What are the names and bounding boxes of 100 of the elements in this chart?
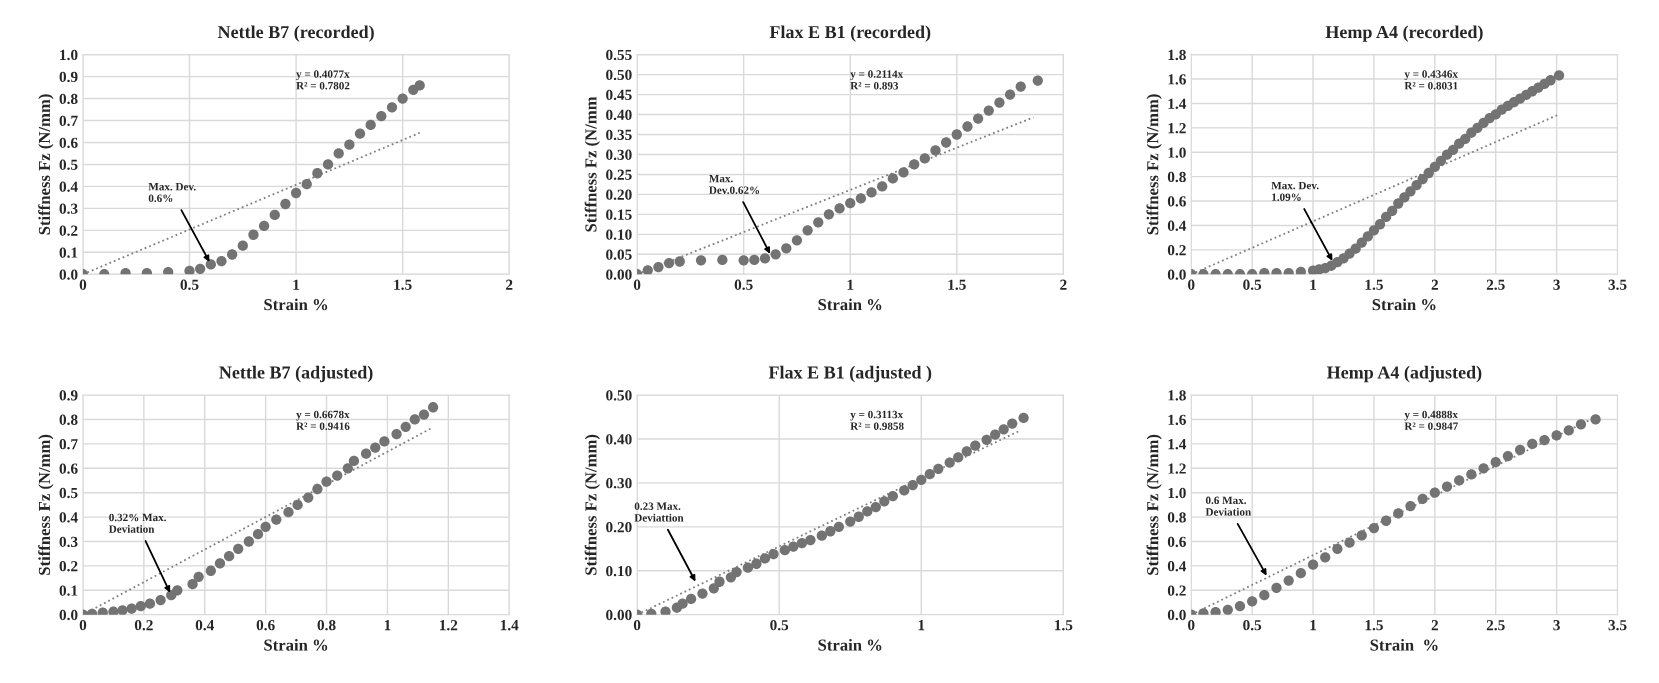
point [321,476,332,487]
point [951,129,962,140]
annotation: y = 0.2114x R² = 0.893 [850,70,904,90]
point [1563,425,1574,436]
x-tick-label: 0.4 [195,620,215,631]
point [791,235,803,246]
point [685,593,697,605]
point [205,259,216,270]
point [1032,75,1043,86]
point [1368,225,1380,236]
point [1283,575,1294,586]
point [877,181,888,192]
point [163,266,174,275]
point [193,571,204,583]
x-axis-title: Strain % [818,638,882,651]
point [258,220,270,232]
point [1435,155,1447,166]
point [660,606,671,615]
point [144,598,156,609]
x-tick-label: 0.5 [1243,620,1262,631]
point [924,468,935,480]
point [802,225,813,236]
point [834,203,845,214]
x-tick-label: 1 [384,620,391,631]
point [714,576,725,587]
x-tick-label: 0.8 [317,620,336,631]
chart-title: Hemp A4 (recorded) [1325,25,1483,42]
y-tick-label: 0.0 [59,269,78,280]
point [312,168,323,179]
point [845,516,856,527]
annotation: Max. Dev.0.62% [709,174,760,194]
point [271,514,282,525]
annotation: 0.6 Max. Deviation [1205,496,1251,516]
point [1007,418,1018,429]
point [731,566,742,578]
y-tick-label: 0.0 [1167,269,1186,280]
point [1320,552,1331,563]
y-axis-title: Stiffness Fz (N/mm) [38,434,54,575]
point [695,255,707,266]
x-tick-label: 3.5 [1608,620,1627,631]
annotation: y = 0.6678x R² = 0.9416 [296,410,350,430]
point [1307,559,1319,570]
y-tick-label: 0.50 [606,390,632,401]
x-tick-label: 0.5 [734,279,753,290]
y-tick-label: 1.6 [1168,74,1186,85]
point [1374,219,1386,230]
y-axis-title: Stiffness Fz (N/mm) [38,94,54,235]
point [365,119,376,131]
point [354,128,366,139]
point [233,543,244,554]
x-tick-label: 1.2 [440,620,458,631]
annotation: Max. Dev. 1.09% [1271,181,1319,201]
annotation: y = 0.4888x R² = 0.9847 [1404,410,1458,430]
y-tick-label: 0.6 [1167,536,1186,548]
chart-title: Flax E B1 (recorded) [769,25,931,42]
point [796,537,808,549]
y-tick-label: 0.8 [59,93,78,105]
point [187,579,198,590]
y-tick-label: 0.1 [59,247,78,258]
annotation: y = 0.3113x R² = 0.9858 [850,410,904,430]
x-tick-label: 0.5 [1243,279,1262,290]
x-tick-label: 0 [79,620,87,631]
y-tick-label: 0.10 [606,565,632,577]
point [768,548,779,560]
y-tick-label: 0.8 [59,414,78,425]
x-tick-label: 0.5 [180,279,199,290]
y-tick-label: 0.9 [59,71,78,83]
annotation: y = 0.4077x R² = 0.7802 [296,70,350,90]
point [344,139,355,150]
point [195,263,206,274]
point [805,534,816,546]
point [887,173,899,184]
point [1460,133,1471,144]
point [941,137,952,148]
point [1362,231,1373,242]
y-tick-label: 0.3 [59,536,78,548]
point [252,529,264,540]
point [386,102,398,113]
point [983,105,994,116]
point [1429,161,1440,173]
point [994,97,1005,108]
point [1368,522,1380,534]
point [759,553,771,564]
point [216,255,227,267]
point [972,113,984,124]
point [1429,487,1440,498]
point [779,544,791,556]
x-axis-title: Strain % [818,298,882,311]
point [898,167,909,178]
point [1295,568,1307,579]
point [855,193,867,204]
x-tick-label: 2 [1060,279,1067,290]
point [414,80,425,91]
point [933,463,944,475]
point [1234,601,1246,612]
x-tick-label: 1 [847,279,854,290]
y-tick-label: 0.9 [59,390,78,401]
point [909,159,920,170]
x-tick-label: 1 [1310,279,1317,290]
point [919,153,930,164]
